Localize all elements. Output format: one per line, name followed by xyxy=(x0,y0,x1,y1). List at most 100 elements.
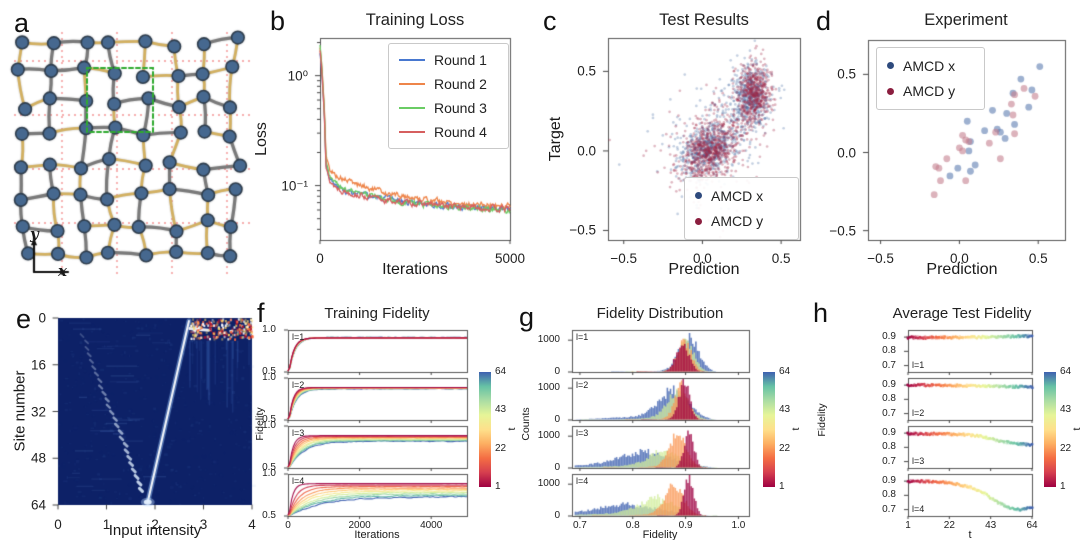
legend-dot-swatch xyxy=(695,217,702,225)
g-ytick: 1000 xyxy=(537,430,560,442)
legend-item: Round 1 xyxy=(389,52,508,68)
h-layer-label: l=3 xyxy=(912,456,925,466)
e-xtick: 3 xyxy=(199,517,208,532)
g-layer-label: l=1 xyxy=(576,332,589,342)
f-ytick: 0.5 xyxy=(262,510,276,521)
title-average-test-fidelity: Average Test Fidelity xyxy=(892,305,1032,322)
legend-dot-swatch xyxy=(887,87,894,95)
panel-letter-d: d xyxy=(816,6,832,36)
title-test-results: Test Results xyxy=(659,11,749,29)
g-layer-label: l=4 xyxy=(576,476,589,486)
colorbar-tick: 64 xyxy=(495,366,507,377)
colorbar-tick: 43 xyxy=(495,404,507,416)
colorbar-tick: 22 xyxy=(1060,442,1072,454)
f-layer-label: l=2 xyxy=(292,380,305,390)
scatter-xtick: −0.5 xyxy=(867,251,894,266)
e-xtick: 4 xyxy=(248,517,256,532)
legend-item: Round 3 xyxy=(389,100,508,116)
scatter-ytick: −0.5 xyxy=(829,222,856,238)
h-ytick: 0.7 xyxy=(882,503,896,515)
panel-letter-f: f xyxy=(257,298,265,328)
fidelity-distribution-canvas xyxy=(564,322,757,524)
e-xtick: 1 xyxy=(102,517,111,532)
b-ytick: 10⁻¹ xyxy=(281,177,308,193)
b-ytick: 10⁰ xyxy=(287,67,308,83)
e-xlabel: Input intensity xyxy=(108,522,202,539)
legend-line-swatch xyxy=(399,107,425,109)
title-experiment: Experiment xyxy=(924,11,1008,29)
colorbar-f-label: t xyxy=(505,427,518,431)
g-ytick: 0 xyxy=(554,462,560,473)
f-xlabel: Iterations xyxy=(354,529,400,540)
f-layer-label: l=1 xyxy=(292,332,305,342)
f-xtick: 4000 xyxy=(420,520,443,531)
g-xtick: 0.9 xyxy=(678,520,693,531)
colorbar-tick: 1 xyxy=(495,481,501,492)
colorbar-tick: 22 xyxy=(495,442,507,454)
h-ytick: 0.8 xyxy=(882,345,896,357)
f-xtick: 0 xyxy=(285,520,291,531)
heatmap-canvas xyxy=(50,310,260,513)
colorbar-f xyxy=(479,372,491,487)
h-ylabel: Fidelity xyxy=(815,403,828,437)
g-ytick: 1000 xyxy=(537,334,560,346)
legend-item: AMCD x xyxy=(877,58,984,74)
e-ytick: 16 xyxy=(30,357,46,372)
e-ytick: 32 xyxy=(30,403,46,419)
h-ytick: 0.7 xyxy=(882,455,896,467)
f-ytick: 1.0 xyxy=(262,372,276,383)
b-xtick: 5000 xyxy=(494,251,526,266)
f-ytick: 0.5 xyxy=(262,414,276,425)
scatter-xtick: 0.0 xyxy=(950,251,969,266)
colorbar-tick: 64 xyxy=(779,366,791,377)
h-ytick: 0.7 xyxy=(882,359,896,371)
legend-item: AMCD y xyxy=(685,213,798,229)
title-fidelity-distribution: Fidelity Distribution xyxy=(596,305,724,322)
legend-label: AMCD y xyxy=(711,213,764,230)
legend-line-swatch xyxy=(399,131,425,133)
legend-dot-swatch xyxy=(887,62,894,70)
f-layer-label: l=3 xyxy=(292,428,305,438)
scatter-ytick: 0.0 xyxy=(577,143,596,159)
colorbar-tick: 22 xyxy=(779,442,791,454)
h-ytick: 0.8 xyxy=(882,393,896,405)
e-ylabel: Site number xyxy=(11,370,29,452)
b-xlabel: Iterations xyxy=(382,261,448,278)
b-ylabel: Loss xyxy=(253,122,270,156)
f-ytick: 1.0 xyxy=(262,468,276,479)
g-ytick: 0 xyxy=(554,510,560,521)
legend-item: Round 2 xyxy=(389,76,508,92)
h-xlabel: t xyxy=(968,529,972,540)
panel-letter-c: c xyxy=(543,6,557,36)
h-layer-label: l=1 xyxy=(912,360,925,370)
g-ytick: 0 xyxy=(554,366,560,377)
scatter-xtick: 0.0 xyxy=(693,251,712,266)
h-ytick: 0.7 xyxy=(882,407,896,419)
panel-letter-h: h xyxy=(813,298,829,328)
legend-label: AMCD x xyxy=(903,57,956,74)
h-xtick: 43 xyxy=(985,520,997,531)
f-ytick: 0.5 xyxy=(262,462,276,473)
legend-item: AMCD y xyxy=(877,83,984,99)
average-test-fidelity-canvas xyxy=(900,322,1041,524)
scatter-ytick: −0.5 xyxy=(569,222,596,238)
h-ytick: 0.9 xyxy=(882,331,896,343)
legend-test-results: AMCD x AMCD y xyxy=(684,177,799,240)
legend-label: Round 1 xyxy=(434,52,487,68)
colorbar-tick: 43 xyxy=(1060,404,1072,416)
panel-letter-e: e xyxy=(16,304,32,334)
legend-item: AMCD x xyxy=(685,188,798,204)
e-ytick: 48 xyxy=(30,450,46,466)
scatter-ytick: 0.0 xyxy=(837,144,856,160)
legend-dot-swatch xyxy=(695,192,702,200)
h-ytick: 0.8 xyxy=(882,441,896,453)
h-ytick: 0.8 xyxy=(882,489,896,501)
scatter-xtick: 0.5 xyxy=(771,251,791,266)
g-ytick: 0 xyxy=(554,414,560,425)
legend-item: Round 4 xyxy=(389,124,508,140)
legend-label: Round 3 xyxy=(434,100,487,116)
colorbar-h-label: t xyxy=(1071,428,1080,431)
f-ytick: 1.0 xyxy=(262,324,276,335)
g-xtick: 1.0 xyxy=(731,520,746,531)
